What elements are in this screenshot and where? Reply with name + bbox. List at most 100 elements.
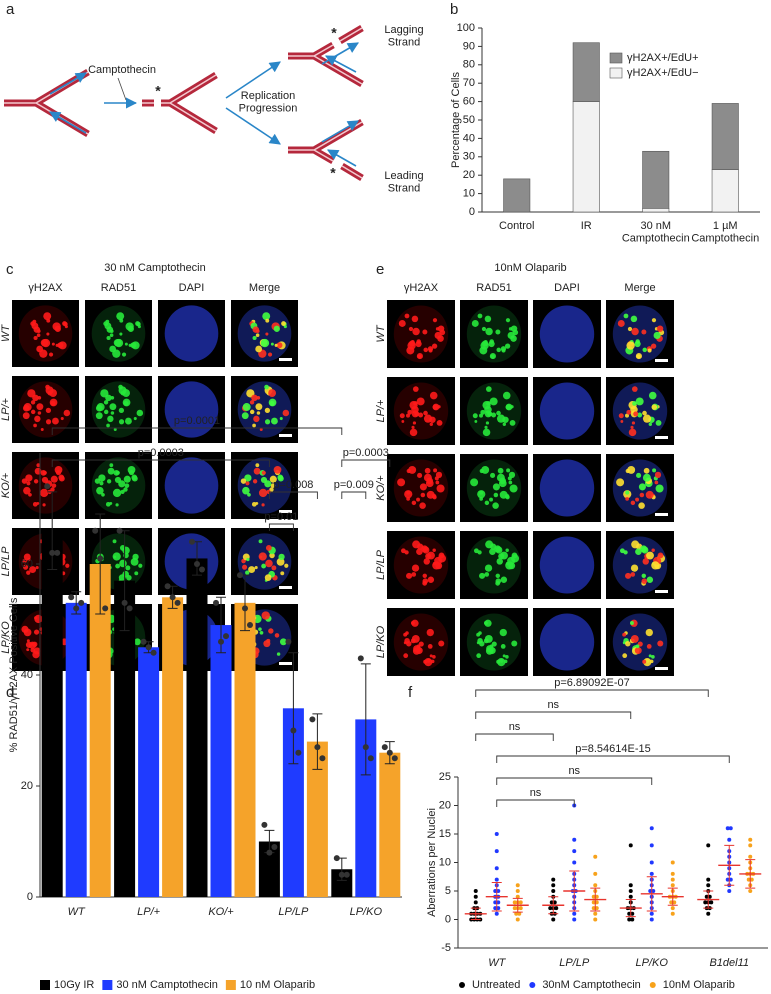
focus [416,353,423,360]
data-point [517,911,522,916]
focus [103,400,109,405]
data-point [649,860,654,865]
p-value: p=6.89092E-07 [554,677,630,689]
focus [479,572,486,579]
scale-bar [655,436,668,439]
focus [495,546,503,554]
data-point [670,911,675,916]
focus [118,384,123,390]
panel-label: d [6,684,14,701]
focus [55,343,59,347]
focus [434,331,442,340]
data-point [362,744,369,751]
focus [270,483,276,488]
focus [427,644,433,649]
focus [501,348,506,353]
focus [631,540,640,549]
focus [504,343,511,349]
focus [258,552,267,561]
focus [51,342,55,346]
focus [36,333,41,337]
focus [39,488,49,498]
focus [432,404,439,410]
focus [255,403,263,411]
focus [26,639,30,643]
focus [627,326,633,332]
data-point [649,871,654,876]
focus [110,411,115,415]
focus [118,419,125,425]
focus [411,425,415,429]
data-point [194,561,200,567]
legend-swatch [225,980,236,990]
focus [635,397,644,406]
data-point [494,849,499,854]
focus [264,574,272,582]
y-tick-label: 10 [439,856,451,868]
focus [110,395,115,400]
focus [616,478,625,487]
dna-fork [288,27,363,85]
data-point [189,538,195,545]
bar [355,719,377,897]
focus [58,474,65,481]
focus [476,653,482,659]
focus [657,640,664,647]
scale-bar [279,586,292,589]
focus [412,386,419,392]
x-tick-label: WT [68,906,86,918]
focus [641,329,647,335]
data-point [309,716,316,723]
data-point [391,755,398,762]
focus [626,409,632,415]
focus [502,422,507,427]
focus [648,391,657,400]
focus [32,650,40,659]
error-bar [288,652,299,765]
data-point [174,599,181,606]
focus [645,490,654,499]
focus [637,412,643,418]
focus [643,467,650,474]
y-tick-label: 5 [445,885,451,897]
focus [651,655,655,659]
focus [505,404,512,410]
data-point [670,860,675,865]
bar [89,564,111,897]
focus [438,552,445,559]
focus [266,638,271,643]
data-point [333,855,340,862]
focus [51,483,57,488]
data-point [593,911,598,916]
focus [415,647,423,655]
focus [276,342,283,349]
data-point [512,906,517,911]
arrow [327,149,357,167]
y-tick-label: -5 [441,942,451,954]
y-tick-label: 60 [21,558,33,570]
focus [419,502,426,509]
focus [484,635,493,643]
focus [242,486,250,495]
significance-bracket [475,733,554,741]
y-tick-label: 60 [463,96,475,108]
data-point [285,638,292,645]
asterisk: * [155,83,161,99]
focus [112,539,117,544]
focus [416,497,421,502]
focus [496,410,501,416]
data-point [649,843,654,848]
nucleus [164,457,219,514]
focus [432,655,436,659]
asterisk: * [330,165,336,181]
data-point [126,605,133,612]
column-header: γH2AX [404,282,439,294]
focus [283,325,287,329]
focus [255,333,260,337]
scale-bar [279,358,292,361]
y-tick-label: 25 [439,771,451,783]
focus [641,573,647,579]
data-point [627,917,632,922]
focus [64,325,68,329]
